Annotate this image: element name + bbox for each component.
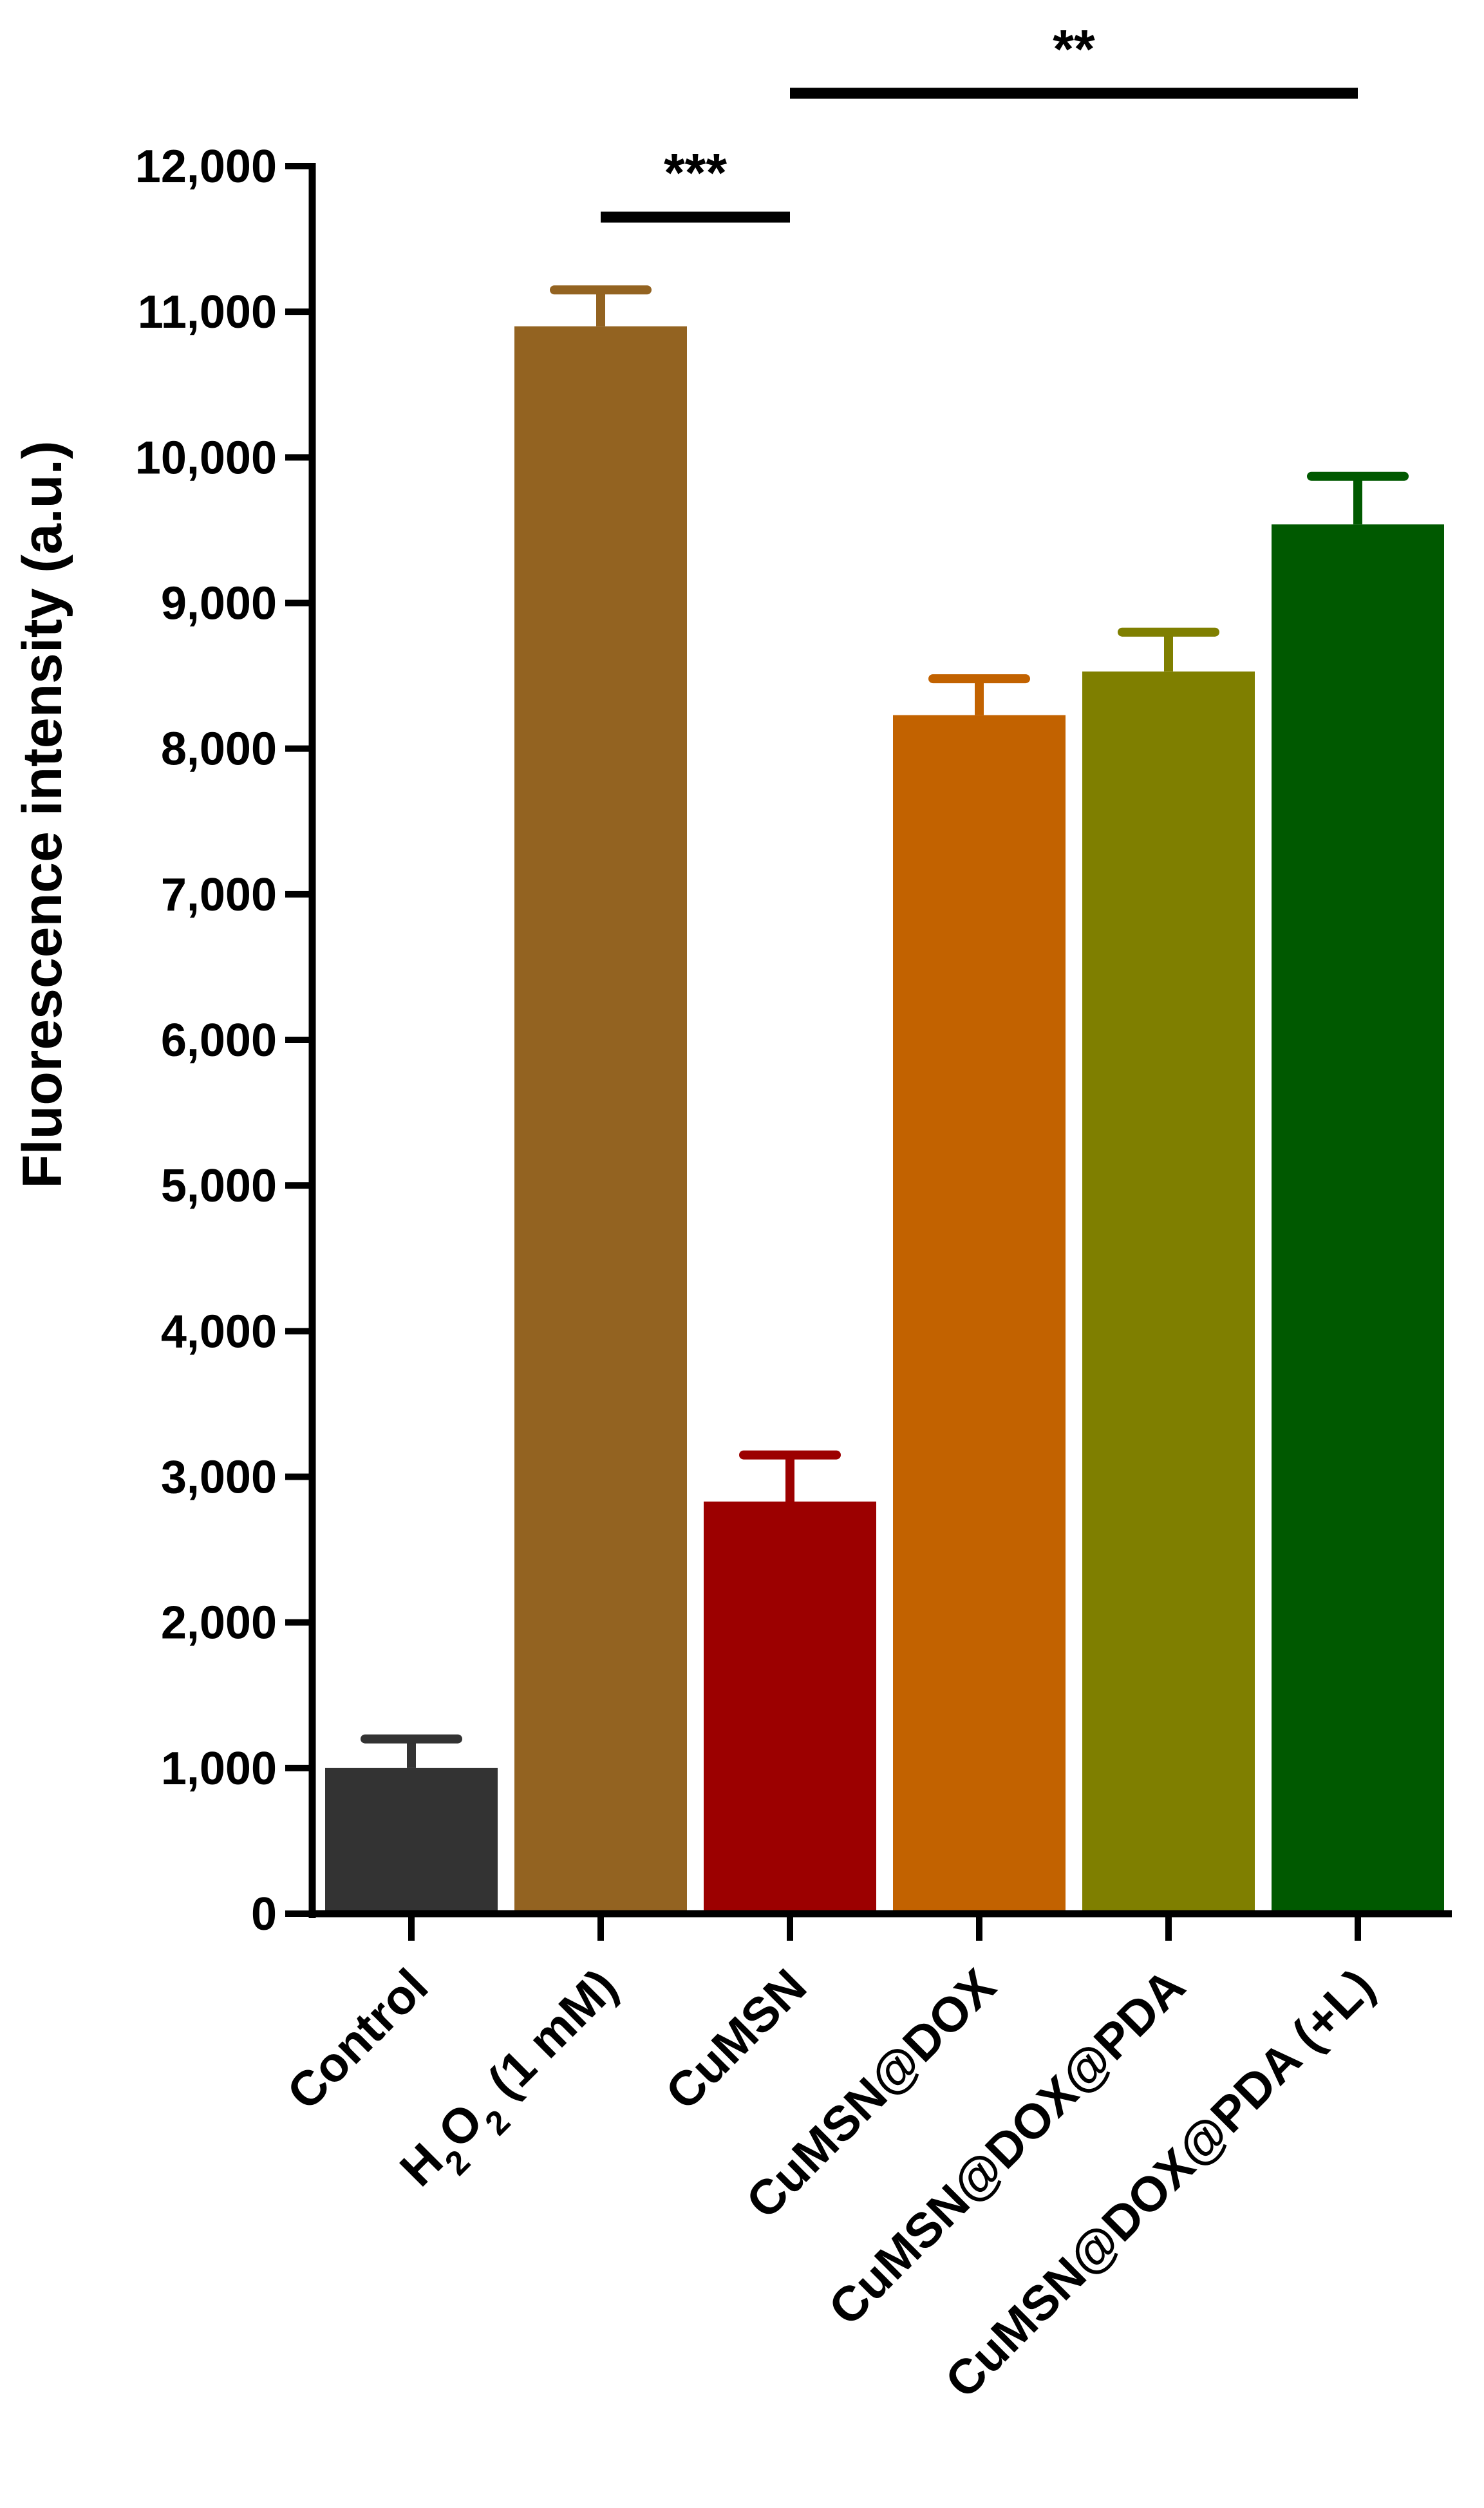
bar-5 [1272,524,1444,1914]
bar-4 [1082,671,1255,1914]
bar-0 [325,1768,498,1914]
bar-1 [514,326,687,1914]
y-tick-label-6: 6,000 [161,1015,277,1066]
y-tick-label-8: 8,000 [161,724,277,775]
y-tick-label-7: 7,000 [161,869,277,921]
bars-layer [325,326,1444,1914]
x-tick-label-0: Control [277,1959,438,2120]
x-tick-label-2: CuMSN [655,1959,817,2120]
y-tick-label-4: 4,000 [161,1306,277,1357]
y-tick-label-12: 12,000 [135,141,277,193]
bar-3 [893,715,1066,1914]
y-tick-label-9: 9,000 [161,578,277,630]
y-tick-label-0: 0 [251,1889,277,1940]
y-axis-title: Fluorescence intensity (a.u.) [12,440,73,1188]
y-tick-label-1: 1,000 [161,1743,277,1795]
significance-label-1: ** [1053,19,1095,79]
x-tick-label-4: CuMSN@DOX@PDA [818,1959,1196,2336]
bar-2 [704,1501,876,1914]
y-tick-label-11: 11,000 [138,287,277,338]
y-tick-label-5: 5,000 [161,1160,277,1212]
y-tick-label-3: 3,000 [161,1452,277,1504]
significance-label-0: *** [664,142,727,203]
error-bars-layer [361,285,1409,1768]
significance-layer: ***** [601,19,1358,223]
y-tick-label-10: 10,000 [135,432,277,484]
y-tick-label-2: 2,000 [161,1598,277,1649]
